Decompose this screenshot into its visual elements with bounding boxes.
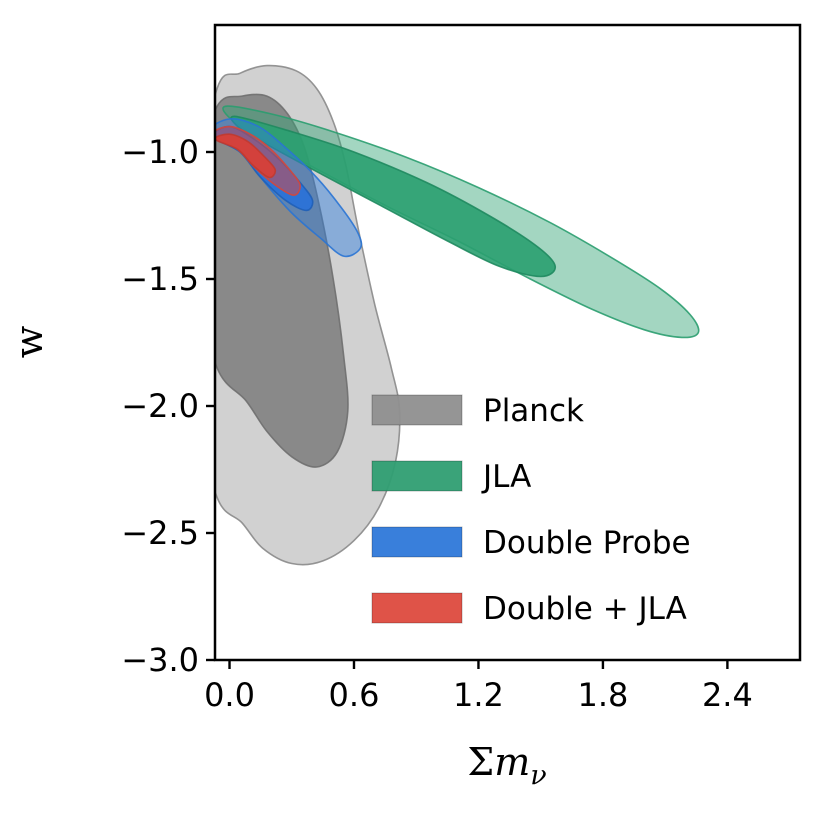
legend-item-planck: Planck <box>371 393 584 429</box>
legend-swatch-double-jla <box>371 592 463 624</box>
legend-item-jla: JLA <box>371 459 531 495</box>
axes-frame <box>213 23 802 662</box>
x-axis-ticks: 0.0 0.6 1.2 1.8 2.4 <box>204 660 753 714</box>
y-tick-label: −1.0 <box>121 133 199 171</box>
contours-layer <box>215 64 700 566</box>
x-tick-label: 1.8 <box>577 676 628 714</box>
y-tick-label: −1.5 <box>121 260 199 298</box>
x-tick-label: 1.2 <box>453 676 504 714</box>
legend-label-double-probe: Double Probe <box>483 525 691 561</box>
contour-planck-68 <box>215 93 349 468</box>
y-axis-ticks: −1.0 −1.5 −2.0 −2.5 −3.0 <box>121 133 215 679</box>
legend-item-double-probe: Double Probe <box>371 525 691 561</box>
y-tick-label: −2.5 <box>121 514 199 552</box>
legend-swatch-planck <box>371 394 463 426</box>
x-axis-label: Σmν <box>467 740 546 791</box>
y-tick-label: −2.0 <box>121 387 199 425</box>
legend-label-double-jla: Double + JLA <box>483 591 687 627</box>
y-axis-label: w <box>7 325 51 358</box>
x-axis-label-m: m <box>494 740 530 784</box>
contour-jla-68 <box>230 115 557 278</box>
x-tick-label: 0.6 <box>329 676 380 714</box>
x-tick-label: 2.4 <box>702 676 753 714</box>
x-tick-label: 0.0 <box>204 676 255 714</box>
legend-item-double-jla: Double + JLA <box>371 591 687 627</box>
x-axis-label-sigma: Σ <box>467 740 494 784</box>
y-tick-label: −3.0 <box>121 641 199 679</box>
legend-swatch-jla <box>371 460 463 492</box>
x-axis-label-nu-subscript: ν <box>530 760 546 791</box>
contour-double-jla-68 <box>215 133 277 179</box>
legend: Planck JLA Double Probe Double + JLA <box>371 393 691 627</box>
legend-label-planck: Planck <box>483 393 584 429</box>
legend-label-jla: JLA <box>481 459 531 495</box>
legend-swatch-double-probe <box>371 526 463 558</box>
